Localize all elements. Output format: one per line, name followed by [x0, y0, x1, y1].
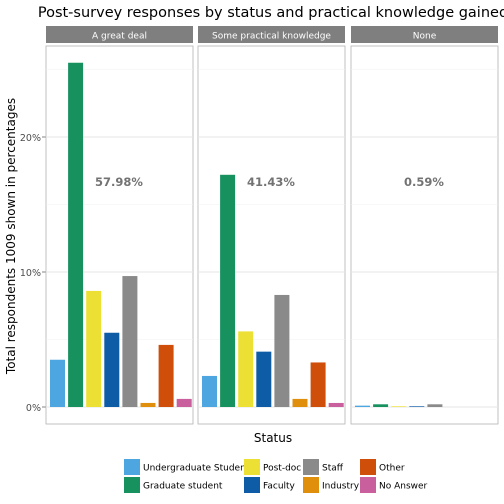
- legend-swatch: [360, 459, 376, 475]
- legend-label: Staff: [322, 464, 344, 474]
- bar-staff: [122, 276, 138, 407]
- bar-other: [158, 344, 174, 407]
- legend-label: No Answer: [379, 482, 428, 492]
- panel-background: [350, 45, 499, 425]
- bar-post-doc: [86, 290, 102, 407]
- legend-swatch: [360, 477, 376, 493]
- legend-swatch: [244, 477, 260, 493]
- legend: Undergraduate Student Graduate student Pos…: [124, 459, 428, 493]
- bar-staff: [274, 294, 290, 407]
- panel-total-label: 0.59%: [404, 175, 444, 189]
- bar-industry: [140, 402, 156, 407]
- legend-swatch: [244, 459, 260, 475]
- facet-strip-label: A great deal: [92, 32, 147, 42]
- bar-other: [310, 362, 326, 407]
- facet-panel: A great deal 57.98%: [45, 26, 194, 425]
- legend-label: Faculty: [263, 482, 296, 492]
- facet-strip: [198, 26, 345, 43]
- legend-label: Graduate student: [143, 482, 223, 492]
- facet-panel: None 0.59%: [350, 26, 499, 425]
- y-tick-label: 10%: [20, 268, 41, 279]
- bar-undergraduate-student: [202, 375, 217, 407]
- panel-total-label: 57.98%: [95, 175, 143, 189]
- y-tick-label: 0%: [26, 403, 41, 414]
- bar-faculty: [409, 406, 425, 407]
- legend-swatch: [303, 459, 319, 475]
- facet-strip-label: Some practical knowledge: [212, 32, 331, 42]
- bar-staff: [427, 404, 443, 407]
- legend-swatch: [303, 477, 319, 493]
- legend-label: Industry: [322, 482, 360, 492]
- bar-faculty: [256, 351, 272, 407]
- bar-graduate-student: [373, 404, 389, 407]
- facet-strip: [351, 26, 498, 43]
- legend-label: Post-doc: [263, 464, 301, 474]
- bar-post-doc: [238, 331, 254, 407]
- x-axis-label: Status: [254, 431, 292, 445]
- bar-no-answer: [328, 402, 344, 407]
- facet-strip: [46, 26, 193, 43]
- bar-undergraduate-student: [355, 405, 370, 407]
- legend-swatch: [124, 477, 140, 493]
- facet-panel: Some practical knowledge 41.43%: [197, 26, 346, 425]
- legend-label: Other: [379, 464, 405, 474]
- legend-swatch: [124, 459, 140, 475]
- chart-title: Post-survey responses by status and prac…: [38, 5, 504, 21]
- bar-graduate-student: [68, 62, 84, 407]
- facet-strip-label: None: [413, 32, 437, 42]
- bar-industry: [292, 398, 308, 407]
- y-axis: 0% 10% 20%: [20, 133, 46, 414]
- bar-post-doc: [391, 406, 407, 407]
- y-tick-label: 20%: [20, 133, 41, 144]
- bar-graduate-student: [220, 174, 236, 407]
- bar-undergraduate-student: [50, 359, 65, 407]
- y-axis-label: Total respondents 1009 shown in percenta…: [4, 98, 18, 375]
- bar-no-answer: [176, 398, 192, 407]
- facet-panels: A great deal 57.98% Some practical knowled…: [45, 26, 499, 425]
- legend-label: Undergraduate Student: [143, 464, 250, 474]
- panel-total-label: 41.43%: [247, 175, 295, 189]
- bar-faculty: [104, 332, 120, 407]
